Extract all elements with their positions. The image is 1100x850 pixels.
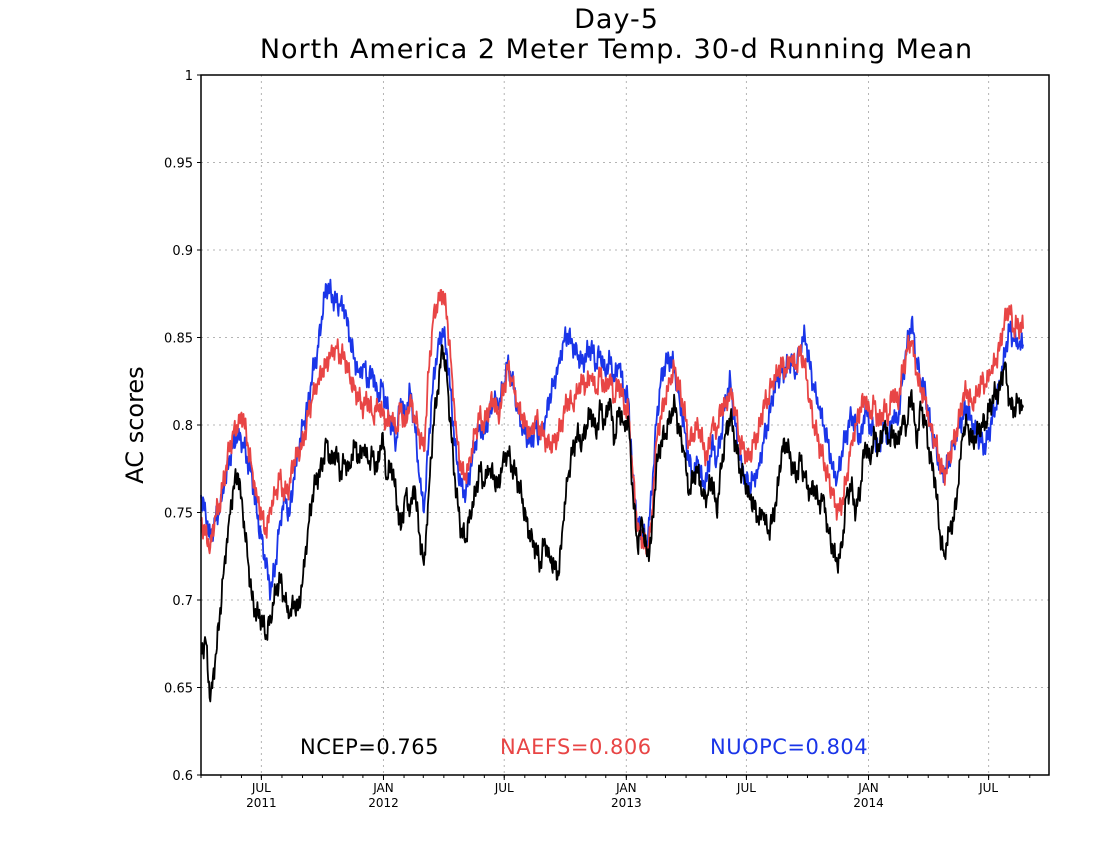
- y-tick-label: 1: [185, 69, 193, 84]
- chart-title-line-2: North America 2 Meter Temp. 30-d Running…: [259, 34, 974, 65]
- x-tick-label-month: JAN: [372, 781, 394, 795]
- y-axis-label: AC scores: [121, 366, 149, 483]
- y-axis: 0.6 0.65 0.7 0.75 0.8 0.85 0.9 0.95 1: [164, 69, 201, 784]
- y-tick-label: 0.65: [164, 682, 193, 697]
- series-line-ncep: [200, 344, 1024, 703]
- legend-ncep: NCEP=0.765: [300, 735, 440, 759]
- y-tick-label: 0.7: [172, 594, 193, 609]
- y-tick-label: 0.8: [172, 419, 193, 434]
- x-tick-label-year: 2013: [611, 796, 642, 810]
- series-lines: [200, 278, 1024, 703]
- legend-naefs: NAEFS=0.806: [500, 735, 652, 759]
- x-tick-label-month: JUL: [494, 781, 514, 795]
- x-tick-label-year: 2012: [368, 796, 399, 810]
- x-tick-label-month: JAN: [857, 781, 879, 795]
- y-tick-label: 0.75: [164, 507, 193, 522]
- y-tick-label: 0.85: [164, 332, 193, 347]
- legend-nuopc: NUOPC=0.804: [710, 735, 869, 759]
- y-tick-label: 0.95: [164, 157, 193, 172]
- y-tick-label: 0.9: [172, 244, 193, 259]
- x-tick-label-month: JUL: [978, 781, 998, 795]
- x-tick-label-year: 2011: [246, 796, 277, 810]
- x-tick-label-month: JAN: [615, 781, 637, 795]
- x-tick-label-month: JUL: [736, 781, 756, 795]
- series-line-naefs: [200, 289, 1024, 557]
- x-tick-label-year: 2014: [853, 796, 884, 810]
- x-tick-label-month: JUL: [251, 781, 271, 795]
- chart-title-line-1: Day-5: [574, 4, 659, 35]
- y-tick-label: 0.6: [172, 769, 193, 784]
